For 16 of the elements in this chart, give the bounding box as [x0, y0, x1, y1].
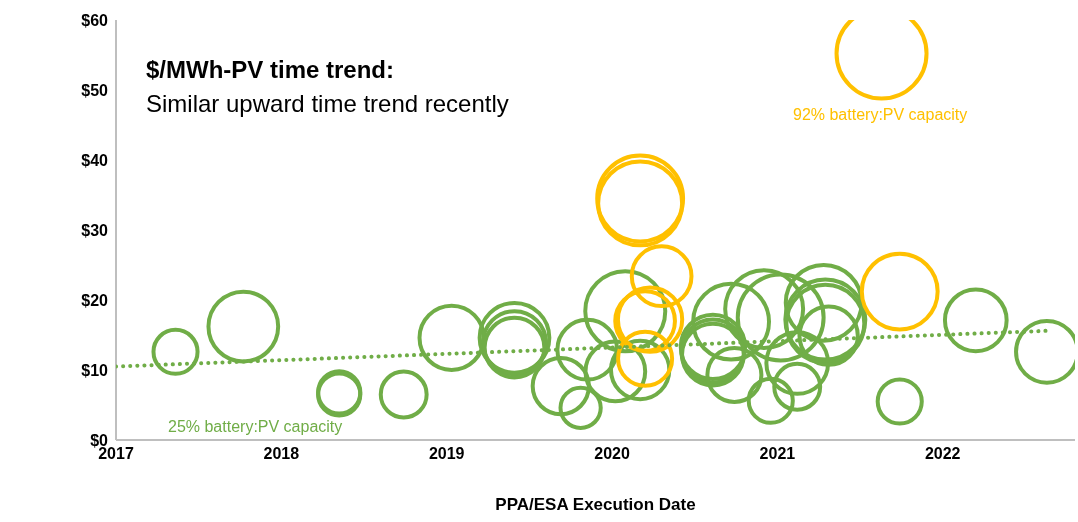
x-tick-label: 2020 — [594, 445, 630, 463]
y-tick-label: $10 — [81, 361, 109, 379]
y-tick-label: $40 — [81, 151, 109, 169]
text: $/MWh-PV time trend: — [146, 56, 395, 84]
y-tick-label: $50 — [81, 81, 109, 99]
series-label: 92% battery:PV capacity — [793, 106, 968, 124]
x-tick-label: 2019 — [428, 445, 465, 463]
y-tick-label: $20 — [81, 291, 109, 309]
y-tick-label: $30 — [81, 221, 109, 239]
x-tick-label: 2021 — [759, 445, 796, 463]
text: Similar upward time trend recently — [146, 90, 509, 118]
x-tick-label: 2018 — [263, 445, 300, 463]
x-tick-label: 2022 — [924, 445, 961, 463]
y-tick-label: $60 — [81, 11, 109, 29]
x-axis-title: PPA/ESA Execution Date — [495, 495, 696, 514]
series-label: 25% battery:PV capacity — [168, 418, 343, 436]
